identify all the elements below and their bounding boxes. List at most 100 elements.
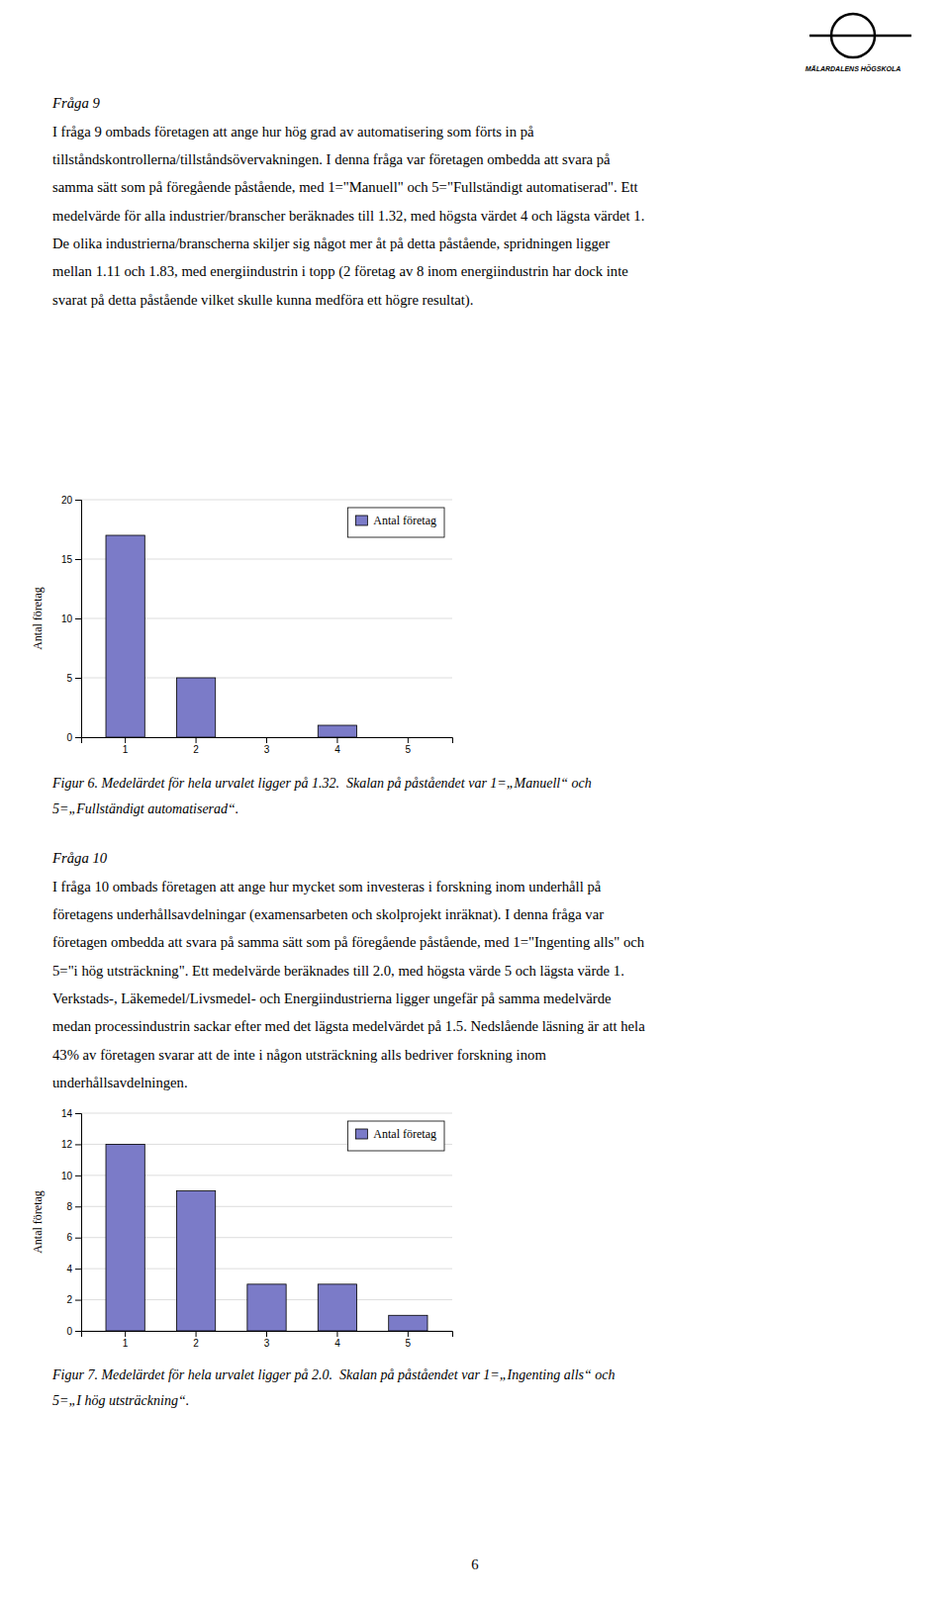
tick-label: 15 — [61, 554, 74, 566]
tick-mark — [75, 1330, 82, 1332]
tick-mark — [75, 1175, 82, 1177]
tick-label: 2 — [66, 1294, 73, 1306]
tick-label: 1 — [122, 744, 129, 756]
body-text: De olika industrierna/branscherna skilje… — [52, 235, 610, 252]
tick-mark — [266, 1330, 268, 1337]
tick-mark — [266, 737, 268, 744]
tick-label: 14 — [61, 1108, 74, 1120]
x-tick: 3 — [264, 1330, 271, 1349]
y-tick: 0 — [66, 1326, 82, 1337]
y-axis: 0 5 10 15 20 — [61, 494, 83, 744]
y-tick: 8 — [66, 1201, 82, 1213]
tick-label: 20 — [61, 494, 74, 506]
tick-mark — [124, 737, 126, 744]
legend-swatch — [355, 1129, 368, 1140]
tick-label: 5 — [66, 672, 73, 684]
tick-label: 12 — [61, 1139, 74, 1150]
caption: 5=„I hög utsträckning“. — [52, 1393, 190, 1409]
tick-label: 4 — [334, 1337, 341, 1349]
body-text: företagens underhållsavdelningar (examen… — [52, 906, 604, 924]
x-axis: 1 2 3 4 5 — [82, 737, 454, 756]
x-tick: 1 — [122, 737, 129, 756]
caption: 5=„Fullständigt automatiserad“. — [52, 801, 239, 817]
bar — [388, 1315, 428, 1331]
logo: MÄLARDALENS HÖGSKOLA — [805, 13, 912, 73]
tick-mark — [75, 618, 82, 620]
tick-label: 4 — [334, 744, 341, 756]
y-tick: 14 — [61, 1108, 82, 1120]
body-text: svarat på detta påstående vilket skulle … — [52, 291, 474, 309]
tick-mark — [336, 737, 338, 744]
chart: 0246810121412345Antal företagAntal föret… — [30, 1108, 454, 1349]
caption: Figur 7. Medelärdet för hela urvalet lig… — [51, 1367, 615, 1383]
axis-line — [82, 1331, 454, 1338]
bars — [105, 1143, 428, 1331]
bar — [247, 1284, 286, 1331]
tick-label: 1 — [122, 1337, 129, 1349]
tick-label: 4 — [66, 1263, 73, 1275]
tick-mark — [407, 1330, 409, 1337]
x-tick: 5 — [405, 1330, 412, 1349]
tick-mark — [75, 1143, 82, 1145]
grid — [81, 499, 453, 738]
tick-mark — [336, 1330, 338, 1337]
chart: 0 5 10 15 20 1 2 3 4 5 Antal företag Antal företag — [30, 494, 454, 756]
y-tick: 5 — [66, 672, 82, 684]
bar — [176, 1191, 215, 1331]
bar — [317, 1284, 357, 1331]
y-tick: 12 — [61, 1139, 82, 1150]
logo-bar — [809, 34, 912, 38]
tick-label: 5 — [405, 1337, 412, 1349]
x-tick: 1 — [122, 1330, 129, 1349]
x-tick: 2 — [192, 737, 199, 756]
grid — [81, 1113, 453, 1331]
logo-text: MÄLARDALENS HÖGSKOLA — [805, 64, 901, 73]
body-text: I fråga 9 ombads företagen att ange hur … — [52, 123, 535, 140]
legend-swatch — [355, 515, 368, 526]
legend: Antal företag — [347, 507, 445, 538]
legend-label: Antal företag — [373, 1127, 437, 1141]
legend-box — [347, 507, 445, 538]
x-axis: 12345 — [82, 1330, 454, 1349]
bar — [317, 725, 357, 738]
tick-label: 10 — [61, 613, 74, 625]
section-title: Fråga 9 — [51, 95, 100, 111]
axis-line — [75, 1114, 83, 1332]
tick-label: 0 — [66, 1326, 73, 1337]
section-title: Fråga 10 — [51, 850, 108, 866]
x-tick: 4 — [334, 737, 341, 756]
bar — [388, 737, 428, 739]
tick-mark — [75, 1268, 82, 1270]
bars — [105, 535, 358, 738]
tick-label: 0 — [66, 732, 73, 744]
bar — [247, 737, 286, 739]
tick-label: 8 — [66, 1201, 73, 1213]
y-tick: 4 — [66, 1263, 82, 1275]
legend: Antal företag — [347, 1121, 445, 1151]
x-tick: 5 — [405, 737, 412, 756]
legend-box — [347, 1121, 445, 1151]
axis-title: Antal företag — [30, 586, 45, 651]
body-text: I fråga 10 ombads företagen att ange hur… — [52, 878, 602, 895]
page: MÄLARDALENS HÖGSKOLA Fråga 9 I fråga 9 omb… — [0, 0, 950, 1600]
tick-label: 5 — [405, 744, 412, 756]
y-tick: 10 — [61, 613, 82, 625]
tick-label: 6 — [66, 1232, 73, 1243]
body-text: underhållsavdelningen. — [52, 1074, 189, 1091]
tick-label: 3 — [264, 1337, 271, 1349]
y-tick: 0 — [66, 732, 82, 744]
bar — [176, 677, 215, 738]
bar — [105, 1143, 145, 1331]
body-text: samma sätt som på föregående påstående, … — [52, 179, 639, 195]
tick-mark — [75, 1300, 82, 1302]
tick-mark — [195, 737, 197, 744]
y-axis: 02468101214 — [61, 1108, 83, 1337]
tick-mark — [75, 737, 82, 739]
tick-label: 3 — [264, 744, 271, 756]
body-text: tillståndskontrollerna/tillståndsövervak… — [52, 151, 611, 168]
x-tick: 4 — [334, 1330, 341, 1349]
body-text: medan processindustrin sackar efter med … — [52, 1018, 646, 1035]
tick-mark — [75, 677, 82, 679]
tick-mark — [75, 499, 82, 501]
caption: Figur 6. Medelärdet för hela urvalet lig… — [51, 775, 592, 791]
